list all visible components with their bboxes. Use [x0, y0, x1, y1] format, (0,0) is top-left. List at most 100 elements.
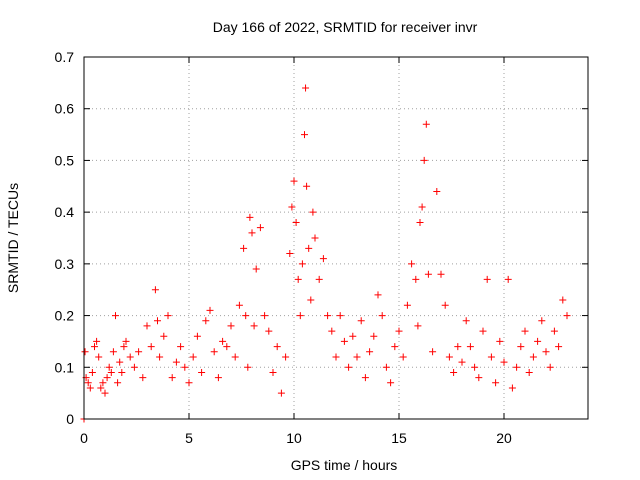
data-point [546, 363, 554, 371]
data-point [168, 374, 176, 382]
data-point [126, 353, 134, 361]
data-point [454, 343, 462, 351]
data-point [361, 374, 369, 382]
data-point [248, 229, 256, 237]
data-point [366, 348, 374, 356]
data-point [336, 312, 344, 320]
data-point [450, 368, 458, 376]
data-point [252, 265, 260, 273]
data-point [206, 306, 214, 314]
data-point [122, 337, 130, 345]
data-point [160, 332, 168, 340]
data-point [286, 250, 294, 258]
data-point [357, 317, 365, 325]
data-point [517, 343, 525, 351]
data-point [487, 353, 495, 361]
data-point [118, 368, 126, 376]
data-point [328, 327, 336, 335]
data-point [84, 379, 92, 387]
data-point [116, 358, 124, 366]
y-tick-label: 0.5 [55, 152, 75, 168]
data-point [422, 120, 430, 128]
data-point [391, 343, 399, 351]
data-point [500, 358, 508, 366]
data-point [164, 312, 172, 320]
data-point [231, 353, 239, 361]
data-point [97, 384, 105, 392]
data-point [91, 343, 98, 351]
data-point [429, 348, 437, 356]
data-point [210, 348, 218, 356]
data-point [135, 348, 143, 356]
data-point [130, 363, 138, 371]
data-point [445, 353, 453, 361]
x-tick-label: 5 [185, 430, 193, 446]
data-point [177, 343, 185, 351]
data-point [324, 312, 332, 320]
x-tick-label: 20 [496, 430, 512, 446]
data-point [416, 218, 424, 226]
data-point [99, 379, 107, 387]
data-point [95, 353, 103, 361]
data-point [492, 379, 500, 387]
data-point [508, 384, 516, 392]
data-point [538, 317, 546, 325]
data-point [458, 358, 466, 366]
data-point [296, 312, 304, 320]
data-point-layer [80, 84, 571, 423]
data-point [433, 187, 441, 195]
data-point [382, 363, 390, 371]
data-point [315, 275, 323, 283]
data-point [189, 353, 197, 361]
x-tick-label: 0 [80, 430, 88, 446]
data-point [513, 363, 521, 371]
grid-layer [84, 57, 588, 419]
data-point [250, 322, 258, 330]
plot-frame [83, 56, 589, 420]
y-tick-label: 0.6 [55, 101, 75, 117]
data-point [529, 353, 537, 361]
data-point [101, 389, 109, 397]
data-point [353, 353, 361, 361]
y-tick-label: 0 [66, 411, 74, 427]
data-point [471, 363, 479, 371]
x-axis-label: GPS time / hours [291, 457, 398, 473]
data-point [466, 343, 474, 351]
data-point [550, 327, 558, 335]
data-point [418, 203, 426, 211]
data-point [219, 337, 227, 345]
chart-title: Day 166 of 2022, SRMTID for receiver inv… [213, 19, 478, 35]
data-point [139, 374, 147, 382]
y-tick-label: 0.4 [55, 204, 75, 220]
data-point [301, 131, 308, 139]
data-point [154, 317, 161, 325]
data-point [202, 317, 210, 325]
y-axis-label: SRMTID / TECUs [5, 183, 21, 293]
data-point [242, 312, 250, 320]
data-point [261, 312, 269, 320]
data-point [114, 379, 122, 387]
data-point [437, 270, 445, 278]
data-point [105, 363, 113, 371]
data-point [269, 368, 277, 376]
data-point [273, 343, 281, 351]
data-point [332, 353, 340, 361]
data-point [311, 234, 319, 242]
x-tick-label: 10 [286, 430, 302, 446]
data-point [424, 270, 432, 278]
data-point [277, 389, 285, 397]
data-point [307, 296, 315, 304]
y-tick-label: 0.7 [55, 49, 75, 65]
data-point [214, 374, 222, 382]
data-point [462, 317, 470, 325]
y-tick-label: 0.2 [55, 308, 75, 324]
data-point [282, 353, 290, 361]
data-point [265, 327, 273, 335]
data-point [256, 224, 264, 232]
data-point [408, 260, 416, 268]
data-point [374, 291, 382, 299]
data-point [559, 296, 567, 304]
data-point [172, 358, 180, 366]
data-point [534, 337, 542, 345]
data-point [483, 275, 491, 283]
